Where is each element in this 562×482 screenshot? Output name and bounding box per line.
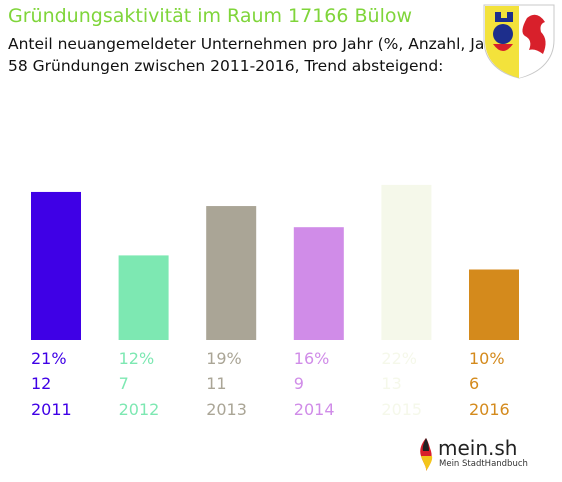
year-label-2014: 2014	[294, 400, 335, 419]
bar-2014	[293, 227, 344, 340]
bar-2015	[381, 184, 432, 340]
bar-2013	[206, 206, 257, 340]
germany-flag-icon	[420, 438, 433, 471]
logo-tagline: Mein StadtHandbuch	[439, 459, 528, 469]
coat-of-arms-icon	[483, 4, 555, 79]
bar-2012	[118, 255, 169, 340]
chart-subtitle-line-1: Anteil neuangemeldeter Unternehmen pro J…	[8, 35, 507, 53]
count-label-2012: 7	[119, 374, 129, 393]
chart-title: Gründungsaktivität im Raum 17166 Bülow	[8, 5, 413, 27]
count-label-2016: 6	[469, 374, 479, 393]
brand-logo[interactable]: mein.sh Mein StadtHandbuch	[417, 435, 528, 475]
count-label-2011: 12	[31, 374, 51, 393]
percent-label-2011: 21%	[31, 349, 67, 368]
bar-2016	[469, 269, 519, 340]
year-label-2015: 2015	[381, 400, 422, 419]
percent-label-2016: 10%	[469, 349, 505, 368]
year-label-2016: 2016	[469, 400, 510, 419]
percent-label-2013: 19%	[206, 349, 242, 368]
percent-label-2014: 16%	[294, 349, 330, 368]
count-label-2013: 11	[206, 374, 226, 393]
year-label-2011: 2011	[31, 400, 72, 419]
chart-subtitle-line-2: 58 Gründungen zwischen 2011-2016, Trend …	[8, 57, 444, 75]
count-label-2014: 9	[294, 374, 304, 393]
year-label-2013: 2013	[206, 400, 247, 419]
percent-label-2015: 22%	[381, 349, 417, 368]
year-label-2012: 2012	[119, 400, 160, 419]
bar-2011	[31, 191, 81, 340]
logo-name: mein.sh	[438, 436, 518, 460]
count-label-2015: 13	[381, 374, 401, 393]
percent-label-2012: 12%	[119, 349, 155, 368]
